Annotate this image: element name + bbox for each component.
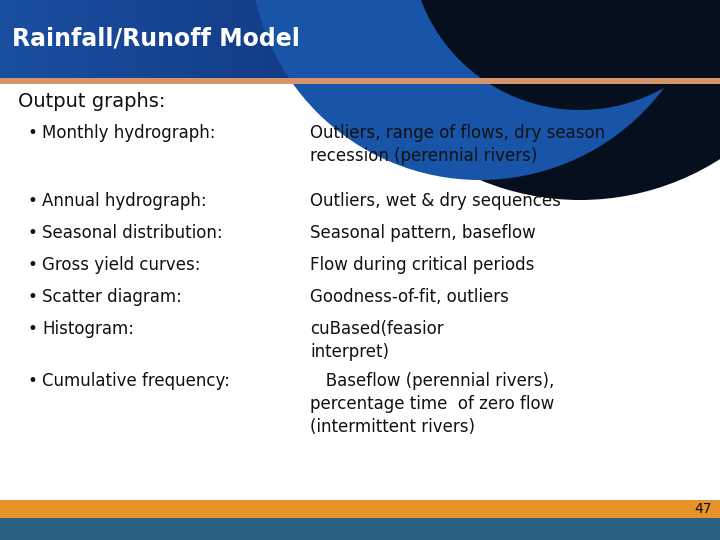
Polygon shape (684, 0, 696, 78)
Polygon shape (396, 0, 408, 78)
Text: •: • (28, 192, 38, 210)
Polygon shape (456, 0, 468, 78)
Text: cuBased(feasior
interpret): cuBased(feasior interpret) (310, 320, 444, 361)
Text: •: • (28, 372, 38, 390)
Polygon shape (24, 0, 36, 78)
Polygon shape (444, 0, 456, 78)
Polygon shape (348, 0, 360, 78)
Text: •: • (28, 224, 38, 242)
Polygon shape (228, 0, 240, 78)
Polygon shape (648, 0, 660, 78)
Text: 47: 47 (695, 502, 712, 516)
Text: •: • (28, 288, 38, 306)
Polygon shape (672, 0, 684, 78)
Polygon shape (432, 0, 444, 78)
Polygon shape (372, 0, 384, 78)
Polygon shape (72, 0, 84, 78)
Polygon shape (384, 0, 396, 78)
Polygon shape (468, 0, 480, 78)
Polygon shape (288, 0, 300, 78)
Polygon shape (516, 0, 528, 78)
Polygon shape (588, 0, 600, 78)
Polygon shape (612, 0, 624, 78)
Circle shape (320, 0, 720, 200)
Polygon shape (0, 500, 720, 518)
Text: Seasonal distribution:: Seasonal distribution: (42, 224, 222, 242)
Polygon shape (60, 0, 72, 78)
Polygon shape (96, 0, 108, 78)
Text: Gross yield curves:: Gross yield curves: (42, 256, 200, 274)
Text: Rainfall/Runoff Model: Rainfall/Runoff Model (12, 27, 300, 51)
Text: •: • (28, 124, 38, 142)
Polygon shape (36, 0, 48, 78)
Text: Baseflow (perennial rivers),
percentage time  of zero flow
(intermittent rivers): Baseflow (perennial rivers), percentage … (310, 372, 554, 436)
Text: Goodness-of-fit, outliers: Goodness-of-fit, outliers (310, 288, 509, 306)
Polygon shape (540, 0, 552, 78)
Polygon shape (324, 0, 336, 78)
Text: Histogram:: Histogram: (42, 320, 134, 338)
Text: Seasonal pattern, baseflow: Seasonal pattern, baseflow (310, 224, 536, 242)
Polygon shape (192, 0, 204, 78)
Polygon shape (180, 0, 192, 78)
Polygon shape (120, 0, 132, 78)
Polygon shape (312, 0, 324, 78)
Polygon shape (624, 0, 636, 78)
Polygon shape (552, 0, 564, 78)
Polygon shape (492, 0, 504, 78)
Polygon shape (168, 0, 180, 78)
Text: Output graphs:: Output graphs: (18, 92, 166, 111)
Polygon shape (336, 0, 348, 78)
Polygon shape (216, 0, 228, 78)
Polygon shape (204, 0, 216, 78)
Polygon shape (504, 0, 516, 78)
Text: •: • (28, 256, 38, 274)
Polygon shape (276, 0, 288, 78)
Text: Outliers, wet & dry sequences: Outliers, wet & dry sequences (310, 192, 561, 210)
Polygon shape (528, 0, 540, 78)
Text: Monthly hydrograph:: Monthly hydrograph: (42, 124, 215, 142)
Circle shape (410, 0, 720, 110)
Text: Flow during critical periods: Flow during critical periods (310, 256, 534, 274)
Polygon shape (420, 0, 432, 78)
Text: Scatter diagram:: Scatter diagram: (42, 288, 182, 306)
Polygon shape (240, 0, 252, 78)
Text: Annual hydrograph:: Annual hydrograph: (42, 192, 207, 210)
Polygon shape (576, 0, 588, 78)
Polygon shape (48, 0, 60, 78)
Polygon shape (600, 0, 612, 78)
Polygon shape (144, 0, 156, 78)
Polygon shape (636, 0, 648, 78)
Text: Outliers, range of flows, dry season
recession (perennial rivers): Outliers, range of flows, dry season rec… (310, 124, 605, 165)
Polygon shape (108, 0, 120, 78)
Polygon shape (252, 0, 264, 78)
Polygon shape (660, 0, 672, 78)
Polygon shape (408, 0, 420, 78)
Polygon shape (156, 0, 168, 78)
Polygon shape (696, 0, 708, 78)
Circle shape (250, 0, 710, 180)
Polygon shape (0, 78, 720, 84)
Polygon shape (0, 0, 12, 78)
Polygon shape (84, 0, 96, 78)
Polygon shape (360, 0, 372, 78)
Polygon shape (132, 0, 144, 78)
Polygon shape (264, 0, 276, 78)
Polygon shape (708, 0, 720, 78)
Polygon shape (12, 0, 24, 78)
Text: •: • (28, 320, 38, 338)
Text: Cumulative frequency:: Cumulative frequency: (42, 372, 230, 390)
Polygon shape (300, 0, 312, 78)
Polygon shape (480, 0, 492, 78)
Polygon shape (0, 518, 720, 540)
Polygon shape (564, 0, 576, 78)
